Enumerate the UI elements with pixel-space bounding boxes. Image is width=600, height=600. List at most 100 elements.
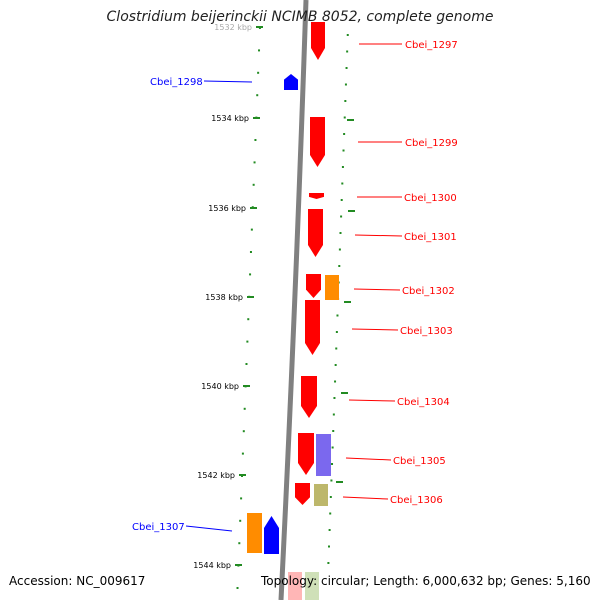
scale-dot — [256, 94, 259, 97]
guide-dot — [335, 347, 338, 350]
kbp-tick-label: 1532 kbp — [214, 23, 252, 32]
guide-dot — [339, 232, 342, 234]
guide-dot — [327, 545, 330, 548]
gene-arrow-cbei-1302 — [306, 274, 321, 298]
scale-dot — [236, 587, 239, 589]
gene-leader-cbei-1302 — [353, 288, 401, 291]
guide-tick — [348, 210, 355, 212]
scale-dot — [238, 542, 241, 545]
gene-arrow-cbei-1299 — [310, 117, 325, 167]
guide-dot — [336, 314, 339, 317]
kbp-tick-mark — [235, 564, 242, 566]
scale-dot — [245, 363, 248, 365]
gene-label-cbei-1306: Cbei_1306 — [390, 495, 443, 506]
gene-label-cbei-1297: Cbei_1297 — [405, 40, 458, 51]
guide-dot — [345, 67, 348, 69]
guide-dot — [329, 496, 332, 498]
kbp-tick-mark — [253, 117, 260, 119]
scale-dot — [241, 452, 244, 455]
gene-leader-cbei-1307 — [185, 525, 233, 532]
guide-dot — [343, 116, 346, 119]
gene-arrow-cbei-1307 — [264, 516, 279, 554]
gene-label-cbei-1305: Cbei_1305 — [393, 456, 446, 467]
guide-dot — [346, 34, 349, 36]
genome-summary-text: Topology: circular; Length: 6,000,632 bp… — [261, 574, 591, 588]
guide-dot — [340, 215, 343, 218]
olive-feature — [314, 484, 328, 506]
guide-dot — [333, 397, 336, 399]
kbp-tick-label: 1540 kbp — [201, 382, 239, 391]
guide-tick — [341, 392, 348, 394]
gene-leader-cbei-1298 — [203, 80, 253, 83]
gene-label-cbei-1298: Cbei_1298 — [150, 77, 203, 88]
gene-arrow-cbei-1297 — [311, 22, 325, 60]
guide-dot — [340, 199, 343, 201]
gene-arrow-cbei-1300 — [309, 193, 324, 199]
kbp-tick-mark — [256, 26, 263, 28]
guide-dot — [338, 248, 341, 251]
gene-label-cbei-1304: Cbei_1304 — [397, 397, 450, 408]
guide-tick — [344, 301, 351, 303]
guide-dot — [335, 331, 338, 333]
gene-arrow-cbei-1301 — [308, 209, 323, 257]
scale-dot — [252, 183, 255, 186]
orange-feature — [325, 275, 339, 300]
gene-label-cbei-1301: Cbei_1301 — [404, 232, 457, 243]
guide-tick — [336, 481, 343, 483]
scale-dot — [250, 228, 253, 231]
scale-dot — [246, 340, 249, 343]
guide-dot — [332, 413, 335, 416]
kbp-tick-label: 1534 kbp — [211, 114, 249, 123]
gene-leader-cbei-1306 — [342, 496, 389, 500]
gene-arrow-cbei-1298 — [284, 74, 298, 90]
purple-feature — [316, 434, 331, 476]
scale-dot — [240, 497, 243, 500]
guide-dot — [344, 100, 347, 102]
kbp-tick-mark — [243, 385, 250, 387]
gene-label-cbei-1302: Cbei_1302 — [402, 286, 455, 297]
gene-label-cbei-1303: Cbei_1303 — [400, 326, 453, 337]
gene-arrow-cbei-1306 — [295, 483, 310, 505]
guide-dot — [341, 166, 344, 168]
gene-label-cbei-1300: Cbei_1300 — [404, 193, 457, 204]
guide-dot — [344, 83, 347, 86]
faded-feature-pink — [288, 572, 302, 600]
accession-text: Accession: NC_009617 — [9, 574, 146, 588]
guide-dot — [334, 364, 337, 366]
guide-dot — [332, 430, 335, 432]
kbp-tick-label: 1544 kbp — [193, 561, 231, 570]
guide-dot — [330, 479, 333, 482]
scale-dot — [239, 519, 242, 522]
guide-dot — [338, 265, 341, 267]
gene-label-cbei-1299: Cbei_1299 — [405, 138, 458, 149]
kbp-tick-mark — [239, 474, 246, 476]
scale-dot — [247, 318, 250, 321]
scale-dot — [242, 430, 245, 433]
guide-dot — [329, 512, 332, 515]
guide-dot — [334, 380, 337, 383]
guide-dot — [346, 50, 349, 53]
guide-dot — [341, 182, 344, 185]
guide-dot — [342, 149, 345, 152]
scale-dot — [257, 71, 260, 74]
kbp-tick-label: 1542 kbp — [197, 471, 235, 480]
gene-arrow-cbei-1304 — [301, 376, 317, 418]
kbp-tick-label: 1536 kbp — [208, 204, 246, 213]
genome-title: Clostridium beijerinckii NCIMB 8052, com… — [106, 9, 494, 25]
guide-dot — [331, 463, 334, 465]
gene-leader-cbei-1303 — [351, 328, 399, 331]
gene-leader-cbei-1301 — [354, 234, 403, 237]
scale-dot — [258, 49, 261, 52]
scale-dot — [243, 407, 246, 410]
scale-dot — [254, 139, 257, 141]
faded-feature-green — [305, 572, 319, 600]
orange-feature-lower — [247, 513, 262, 553]
scale-dot — [249, 251, 252, 253]
guide-tick — [347, 119, 354, 121]
guide-dot — [343, 133, 346, 135]
gene-arrow-cbei-1303 — [305, 300, 320, 355]
kbp-tick-mark — [247, 296, 254, 298]
scale-dot — [253, 161, 256, 164]
gene-leader-cbei-1304 — [348, 399, 396, 402]
